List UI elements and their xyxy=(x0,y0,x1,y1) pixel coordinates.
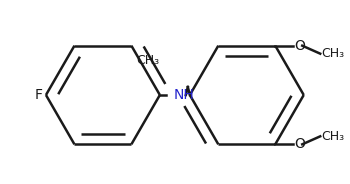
Text: CH₃: CH₃ xyxy=(136,54,160,67)
Text: CH₃: CH₃ xyxy=(321,130,344,143)
Text: O: O xyxy=(294,137,305,151)
Text: F: F xyxy=(35,88,43,102)
Text: NH: NH xyxy=(174,88,195,102)
Text: CH₃: CH₃ xyxy=(321,47,344,60)
Text: O: O xyxy=(294,39,305,53)
